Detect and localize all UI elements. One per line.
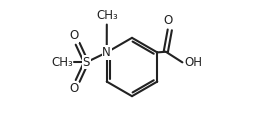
Text: CH₃: CH₃ [51, 56, 73, 69]
Text: CH₃: CH₃ [96, 9, 118, 22]
Text: O: O [164, 14, 173, 27]
Text: O: O [70, 82, 79, 95]
Text: S: S [83, 56, 90, 69]
Text: N: N [102, 46, 111, 59]
Text: O: O [70, 29, 79, 42]
Text: OH: OH [184, 56, 202, 69]
